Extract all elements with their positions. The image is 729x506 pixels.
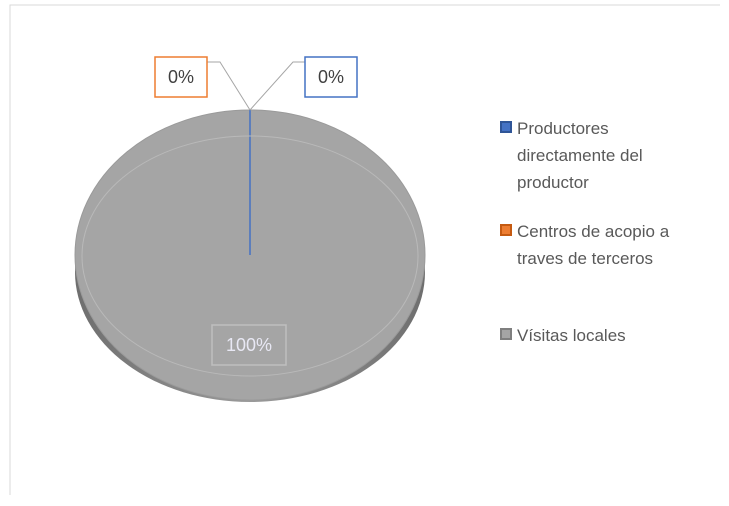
data-label: 0% bbox=[168, 67, 194, 87]
legend-label: Vísitas locales bbox=[517, 326, 626, 345]
data-label-box bbox=[154, 56, 208, 98]
legend-item: Vísitas locales bbox=[500, 322, 700, 349]
data-label-box bbox=[304, 56, 358, 98]
legend-label: Productores directamente del productor bbox=[517, 119, 643, 192]
legend-swatch bbox=[500, 121, 512, 133]
legend-label: Centros de acopio a traves de terceros bbox=[517, 222, 670, 268]
data-label: 100% bbox=[226, 335, 272, 355]
pie-highlight bbox=[81, 135, 419, 377]
legend-item: Productores directamente del productor bbox=[500, 115, 700, 196]
frame bbox=[9, 4, 720, 495]
legend-item: Centros de acopio a traves de terceros bbox=[500, 218, 700, 272]
leader-line bbox=[249, 61, 305, 111]
data-label-box bbox=[211, 324, 287, 366]
legend-swatch bbox=[500, 328, 512, 340]
data-label: 0% bbox=[318, 67, 344, 87]
legend-swatch bbox=[500, 224, 512, 236]
leader-line bbox=[207, 61, 251, 111]
